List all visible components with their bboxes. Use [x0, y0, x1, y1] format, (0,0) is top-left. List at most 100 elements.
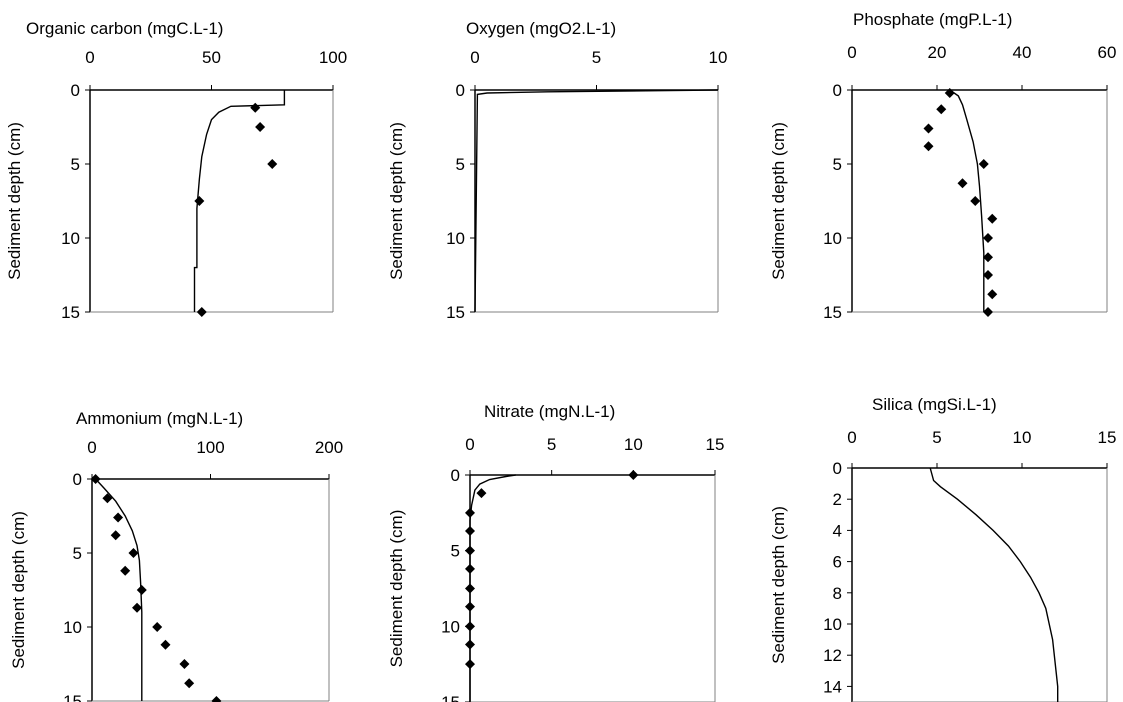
x-tick-label: 60	[1098, 43, 1117, 62]
data-point-marker	[152, 622, 163, 632]
chart-panel-6: Silica (mgSi.L-1) 0 5 10 15 0 2 4 6 8 10 12 14 Sedime…	[769, 395, 1116, 702]
data-point-marker	[179, 659, 190, 669]
y-tick-label: 5	[451, 542, 460, 561]
data-point-marker	[987, 213, 998, 224]
data-point-marker	[983, 307, 993, 317]
data-point-marker	[255, 122, 266, 132]
y-tick-label: 4	[833, 521, 842, 540]
data-point-marker	[120, 565, 131, 576]
model-line	[949, 89, 985, 312]
model-line	[95, 478, 143, 701]
panel-title: Nitrate (mgN.L-1)	[484, 402, 615, 421]
data-point-marker	[978, 159, 989, 169]
y-tick-label: 5	[73, 544, 82, 563]
x-tick-label: 5	[932, 428, 941, 447]
data-point-marker	[987, 289, 998, 300]
data-point-marker	[465, 639, 475, 650]
data-point-marker	[465, 659, 475, 670]
data-point-marker	[267, 159, 278, 169]
data-point-marker	[113, 512, 124, 523]
x-tick-label: 0	[470, 48, 479, 67]
y-tick-label: 14	[823, 677, 842, 696]
data-point-marker	[923, 141, 934, 152]
chart-panel-5: Nitrate (mgN.L-1) 0 5 10 15 0 5 10 15 Sediment de…	[387, 402, 724, 702]
y-tick-label: 0	[833, 81, 842, 100]
x-tick-label: 15	[1098, 428, 1117, 447]
y-tick-label: 10	[446, 229, 465, 248]
x-tick-label: 10	[624, 435, 643, 454]
y-tick-label: 12	[823, 646, 842, 665]
panel-title: Phosphate (mgP.L-1)	[853, 10, 1012, 29]
y-tick-label: 0	[73, 470, 82, 489]
y-axis-label: Sediment depth (cm)	[5, 122, 24, 280]
x-tick-label: 5	[547, 435, 556, 454]
model-line	[469, 474, 516, 702]
y-tick-label: 15	[441, 693, 460, 702]
data-point-marker	[465, 601, 475, 612]
data-point-marker	[110, 530, 121, 541]
panel-title: Oxygen (mgO2.L-1)	[466, 19, 616, 38]
y-tick-label: 5	[456, 155, 465, 174]
x-tick-label: 0	[85, 48, 94, 67]
data-point-marker	[250, 102, 261, 113]
x-tick-label: 5	[592, 48, 601, 67]
data-point-marker	[102, 493, 113, 504]
model-line	[193, 90, 286, 312]
data-point-marker	[923, 123, 934, 134]
model-line	[474, 89, 719, 313]
x-tick-label: 0	[847, 428, 856, 447]
x-tick-label: 100	[196, 438, 224, 457]
data-point-marker	[90, 474, 101, 484]
y-tick-label: 15	[63, 692, 82, 702]
data-point-marker	[936, 104, 947, 115]
x-tick-label: 20	[928, 43, 947, 62]
y-axis-label: Sediment depth (cm)	[387, 510, 406, 668]
y-tick-label: 15	[823, 303, 842, 322]
x-tick-label: 100	[319, 48, 347, 67]
x-tick-label: 10	[709, 48, 728, 67]
data-point-marker	[211, 696, 222, 702]
model-line	[929, 467, 1059, 702]
panel-title: Ammonium (mgN.L-1)	[76, 409, 243, 428]
data-point-marker	[983, 233, 993, 243]
y-tick-label: 0	[451, 466, 460, 485]
y-axis-label: Sediment depth (cm)	[769, 506, 788, 664]
y-tick-label: 10	[61, 229, 80, 248]
chart-panel-2: Oxygen (mgO2.L-1) 0 5 10 0 5 10 15 Sediment dept…	[387, 19, 727, 322]
data-point-marker	[970, 196, 981, 206]
chart-panel-4: Ammonium (mgN.L-1) 0 100 200 0 5 10 15 Sediment …	[9, 409, 343, 702]
data-point-marker	[465, 583, 475, 594]
y-tick-label: 0	[833, 459, 842, 478]
data-point-marker	[983, 252, 993, 263]
y-tick-label: 6	[833, 553, 842, 572]
y-tick-label: 15	[446, 303, 465, 322]
y-tick-label: 10	[441, 617, 460, 636]
data-point-marker	[465, 525, 475, 536]
data-point-marker	[196, 307, 207, 317]
chart-panel-3: Phosphate (mgP.L-1) 0 20 40 60 0 5 10 15 Sediment…	[769, 10, 1116, 322]
data-point-marker	[194, 196, 205, 206]
data-point-marker	[465, 507, 475, 518]
y-tick-label: 5	[71, 155, 80, 174]
x-tick-label: 0	[847, 43, 856, 62]
x-tick-label: 200	[315, 438, 343, 457]
data-point-marker	[128, 548, 139, 558]
x-tick-label: 10	[1013, 428, 1032, 447]
data-point-marker	[465, 563, 475, 574]
y-tick-label: 15	[61, 303, 80, 322]
data-point-marker	[983, 270, 993, 280]
y-tick-label: 10	[823, 615, 842, 634]
y-axis-label: Sediment depth (cm)	[387, 122, 406, 280]
y-tick-label: 0	[71, 81, 80, 100]
data-point-marker	[957, 178, 968, 189]
data-point-marker	[136, 585, 147, 595]
x-tick-label: 40	[1013, 43, 1032, 62]
y-axis-label: Sediment depth (cm)	[9, 511, 28, 669]
y-tick-label: 5	[833, 155, 842, 174]
data-point-marker	[628, 470, 639, 480]
y-axis-label: Sediment depth (cm)	[769, 122, 788, 280]
x-tick-label: 0	[87, 438, 96, 457]
y-tick-label: 10	[63, 618, 82, 637]
y-tick-label: 10	[823, 229, 842, 248]
